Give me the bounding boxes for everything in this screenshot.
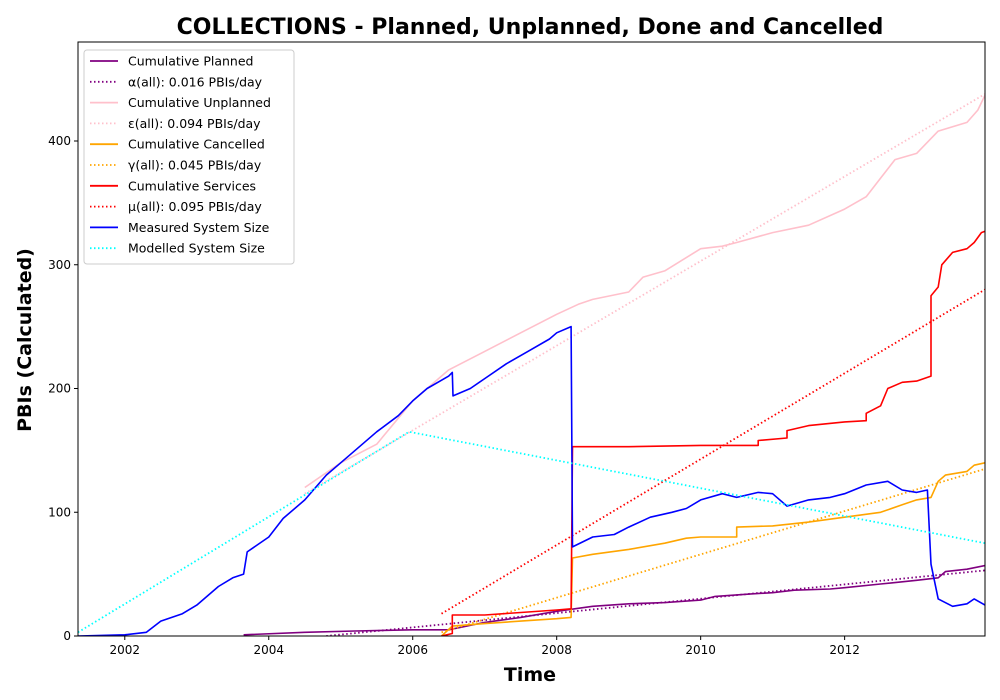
x-tick-label: 2010 — [685, 643, 716, 657]
series-line-7 — [441, 288, 985, 615]
plot-frame — [77, 41, 986, 637]
series-line-3 — [304, 93, 985, 495]
legend-entry-cumulative-unplanned: Cumulative Unplanned — [128, 95, 271, 110]
legend-entry-cumulative-cancelled: Cumulative Cancelled — [128, 137, 265, 152]
legend-entry-measured-system-size: Measured System Size — [128, 220, 270, 235]
x-tick-label: 2012 — [829, 643, 860, 657]
series-line-9 — [78, 430, 985, 634]
series-line-5 — [441, 468, 985, 634]
legend-entry-all-0-045-pbis-day: γ(all): 0.045 PBIs/day — [128, 158, 262, 173]
x-tick-label: 2008 — [541, 643, 572, 657]
y-tick-label: 0 — [63, 629, 71, 643]
legend-box — [83, 49, 295, 265]
legend-entry-cumulative-services: Cumulative Services — [128, 178, 256, 193]
x-axis-label: Time — [504, 664, 556, 686]
y-tick-label: 400 — [48, 134, 71, 148]
series-line-0 — [243, 564, 985, 636]
series-line-2 — [304, 94, 985, 489]
series-line-6 — [441, 230, 985, 636]
chart-title: COLLECTIONS - Planned, Unplanned, Done a… — [177, 15, 884, 40]
x-tick-label: 2006 — [397, 643, 428, 657]
y-tick-label: 300 — [48, 258, 71, 272]
x-axis: 2002 2004 2006 2008 2010 2012 — [110, 636, 860, 657]
x-tick-label: 2002 — [110, 643, 141, 657]
series-line-8 — [78, 325, 985, 636]
y-tick-label: 200 — [48, 382, 71, 396]
plot-area — [78, 93, 985, 636]
legend-entry-modelled-system-size: Modelled System Size — [128, 241, 265, 256]
y-axis: 0 100 200 300 400 — [48, 134, 78, 643]
legend: Cumulative Planned α(all): 0.016 PBIs/day… — [83, 49, 295, 265]
legend-entry-all-0-095-pbis-day: μ(all): 0.095 PBIs/day — [128, 199, 262, 214]
x-tick-label: 2004 — [253, 643, 284, 657]
y-tick-label: 100 — [48, 505, 71, 519]
legend-entry-cumulative-planned: Cumulative Planned — [128, 54, 253, 69]
legend-entry-all-0-094-pbis-day: ε(all): 0.094 PBIs/day — [128, 116, 261, 131]
legend-entry-all-0-016-pbis-day: α(all): 0.016 PBIs/day — [128, 74, 263, 89]
y-axis-label: PBIs (Calculated) — [14, 248, 36, 432]
